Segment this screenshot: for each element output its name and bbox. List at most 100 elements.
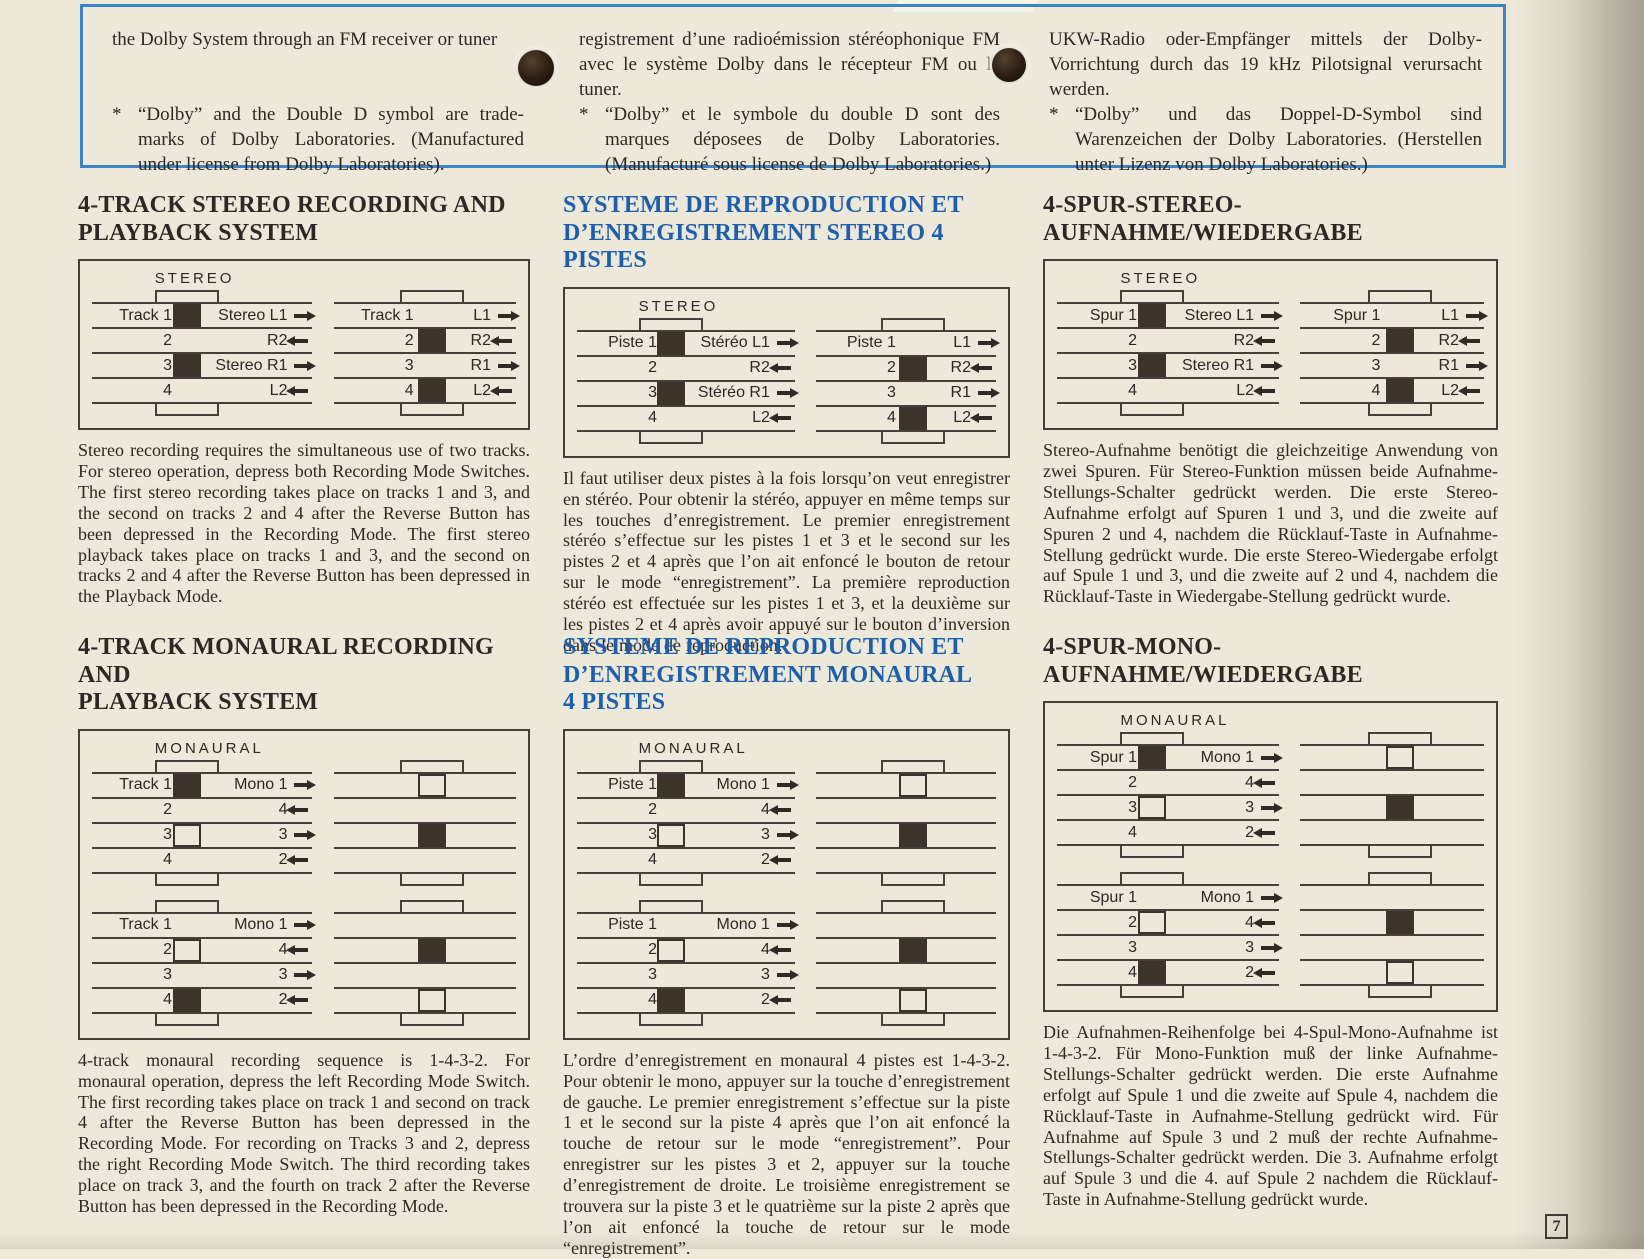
track-row: [1300, 796, 1484, 822]
diagram-header-zone: [1300, 269, 1484, 288]
head-bracket: [1367, 290, 1432, 303]
punch-hole: [992, 48, 1026, 82]
track-row: 2 R2: [815, 356, 996, 382]
track-label: 4: [886, 409, 896, 427]
section-en-mono: 4-TRACK MONAURAL RECORDING AND PLAYBACK …: [78, 634, 530, 1217]
track-row: 3 Stereo R1: [1057, 354, 1280, 380]
head-bracket-zone: [816, 898, 996, 912]
track-row: [815, 799, 996, 824]
content-columns: 4-TRACK STEREO RECORDING AND PLAYBACK SY…: [78, 192, 1502, 1259]
track-rows: [1300, 744, 1484, 847]
head-bracket: [638, 873, 703, 886]
channel-label: 4: [760, 801, 770, 819]
channel-label-group: Mono 1: [1201, 889, 1279, 907]
track-label: 3: [163, 966, 172, 984]
direction-arrow-right: [294, 363, 309, 368]
channel-label: 2: [1245, 963, 1255, 981]
head-bracket: [1367, 986, 1432, 999]
direction-arrow-right: [498, 363, 512, 368]
channel-label: R1: [470, 356, 491, 374]
head-bracket: [400, 404, 465, 417]
head-bracket-zone: [577, 873, 795, 888]
diagram-group: STEREO Track 1 Stereo L1 2 R2 3 Stereo R1 4 L2 Tr…: [92, 269, 516, 418]
head-gap-block: [418, 938, 447, 962]
direction-arrow-left: [1261, 388, 1276, 393]
channel-label-group: R2: [267, 332, 312, 350]
section-heading-de-stereo: 4-SPUR-STEREO-AUFNAHME/WIEDERGABE: [1043, 192, 1363, 246]
channel-label-group: L2: [752, 409, 795, 427]
track-label: 3: [1128, 798, 1137, 816]
channel-label-group: 2: [1245, 824, 1279, 842]
head-bracket-zone: [577, 758, 795, 772]
track-label: Track 1: [119, 916, 172, 934]
track-row: 2 R2: [577, 357, 795, 382]
track-rows: Spur 1 Stereo L1 2 R2 3 Stereo R1 4 L2: [1057, 302, 1280, 405]
head-bracket: [638, 759, 703, 772]
track-row: Piste 1 Mono 1: [577, 773, 795, 799]
head-bracket-zone: [816, 316, 996, 330]
track-row: 3 Stéréo R1: [577, 381, 795, 407]
channel-label: L2: [752, 409, 770, 427]
head-gap-block: [899, 356, 928, 380]
head-gap-block: [418, 379, 447, 403]
head-bracket-zone: [577, 898, 795, 912]
channel-label: 3: [278, 966, 288, 984]
track-label: 2: [648, 359, 657, 377]
channel-label: Mono 1: [234, 776, 288, 794]
head-bracket: [638, 317, 703, 330]
head-track-sub-diagram: STEREO Track 1 Stereo L1 2 R2 3 Stereo R1 4 L2: [92, 269, 313, 418]
track-label: Piste 1: [608, 776, 657, 794]
direction-arrow-left: [978, 366, 992, 371]
channel-label-group: L2: [1236, 382, 1279, 400]
head-gap-block: [172, 823, 201, 847]
channel-label: Stereo L1: [1184, 306, 1255, 324]
head-gap-block: [1138, 746, 1167, 770]
channel-label-group: 2: [761, 991, 795, 1009]
direction-arrow-right: [294, 833, 309, 838]
track-rows: Track 1 L1 2 R2 3 R1 4 L2: [333, 302, 516, 405]
track-label: 2: [1128, 913, 1137, 931]
head-gap-block: [172, 988, 201, 1012]
section-body-de-mono: Die Aufnahmen-Reihenfolge bei 4-Spul-Mon…: [1043, 1022, 1498, 1210]
dolby-note-fr: registrement d’une radioémission stéréop…: [563, 27, 1010, 177]
track-label: Spur 1: [1089, 748, 1137, 766]
head-gap-block: [1385, 911, 1414, 935]
channel-label: 3: [1245, 938, 1255, 956]
channel-label: 4: [760, 941, 770, 959]
head-track-sub-diagram: [1300, 711, 1484, 860]
footnote-marker: *: [112, 104, 122, 126]
head-gap-block: [656, 331, 685, 355]
track-row: Spur 1 Stereo L1: [1057, 304, 1280, 330]
head-gap-block: [1138, 911, 1167, 935]
channel-label-group: 4: [761, 801, 795, 819]
direction-arrow-left: [294, 338, 309, 343]
head-bracket: [881, 431, 946, 444]
track-label: 3: [1128, 938, 1137, 956]
head-bracket: [1120, 872, 1185, 885]
head-gap-block: [1138, 304, 1167, 328]
head-gap-block: [656, 938, 685, 962]
channel-label-group: 4: [761, 941, 795, 959]
section-heading-fr-stereo: SYSTEME DE REPRODUCTION ET D’ENREGISTREM…: [563, 192, 964, 274]
head-bracket-zone: [816, 1013, 996, 1028]
diagram-mode-label: MONAURAL: [154, 739, 264, 757]
direction-arrow-left: [776, 948, 791, 953]
dolby-note-de-text: UKW-Radio oder-Empfänger mittels der Dol…: [1049, 29, 1482, 101]
direction-arrow-right: [1261, 805, 1276, 810]
track-label: 4: [404, 381, 414, 399]
footnote-marker: *: [1049, 104, 1059, 126]
channel-label-group: L1: [1441, 307, 1484, 325]
track-row: [1300, 821, 1484, 847]
direction-arrow-right: [498, 313, 512, 318]
channel-label-group: Stéréo L1: [700, 334, 794, 352]
track-label: 3: [648, 966, 657, 984]
track-row: [333, 988, 516, 1014]
diagram-header-zone: STEREO: [92, 269, 312, 288]
direction-arrow-left: [1261, 920, 1276, 925]
